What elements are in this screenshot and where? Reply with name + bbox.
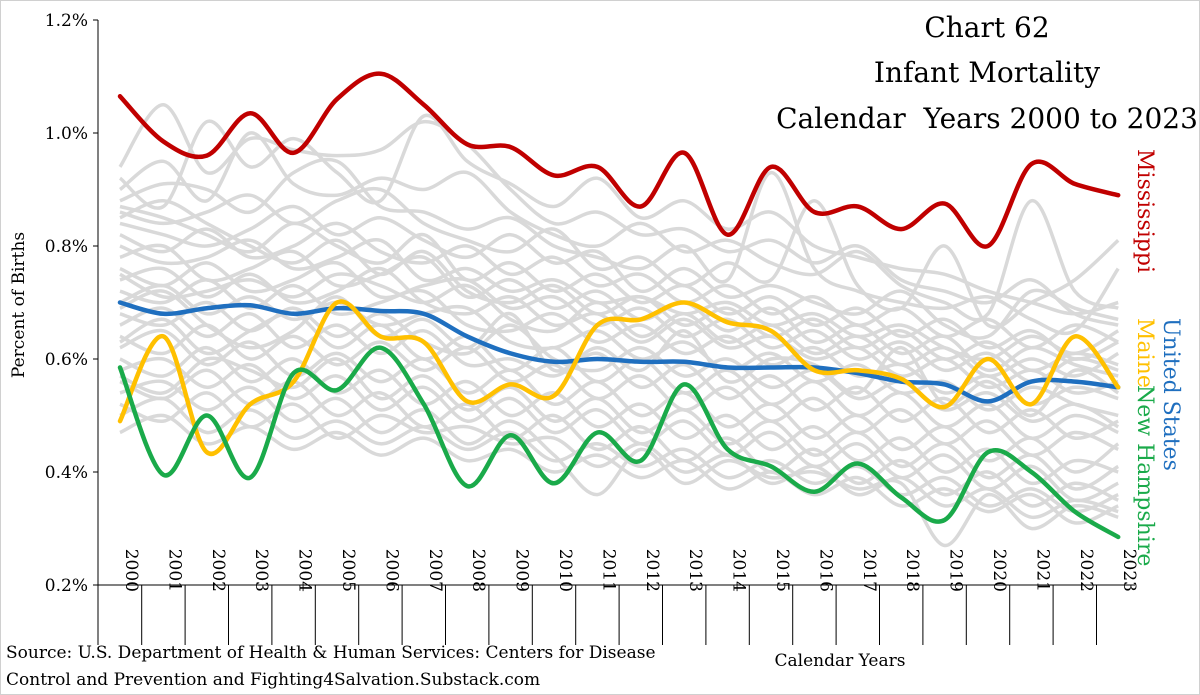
background-series-line-9 <box>119 243 1119 378</box>
background-series-line-26 <box>119 199 1119 373</box>
series-label-new-hampshire: New Hampshire <box>1132 385 1157 566</box>
x-tick-label: 2016 <box>815 549 835 592</box>
y-tick-label: 0.2% <box>45 576 88 596</box>
series-line-maine <box>117 299 1121 457</box>
x-tick-label: 2013 <box>685 549 705 592</box>
y-tick-label: 0.6% <box>45 350 88 370</box>
x-tick-label: 2002 <box>208 549 228 592</box>
x-tick-label: 2019 <box>946 549 966 592</box>
background-series-line-12 <box>119 278 1119 406</box>
x-axis-title: Calendar Years <box>775 651 906 671</box>
background-series-line-25 <box>119 204 1119 361</box>
x-tick-label: 2012 <box>642 549 662 592</box>
background-series-line-23 <box>119 396 1119 514</box>
highlighted-series-group <box>117 71 1121 540</box>
series-label-mississippi: Mississippi <box>1132 149 1157 273</box>
series-line-united-states <box>117 300 1121 404</box>
y-tick-label: 0.4% <box>45 463 88 483</box>
chart-title-line-3: Calendar Years 2000 to 2023 <box>776 102 1198 135</box>
x-tick-label: 2003 <box>251 549 271 592</box>
x-tick-label: 2018 <box>902 549 922 592</box>
x-tick-label: 2008 <box>468 549 488 592</box>
background-series-line-1 <box>118 102 1119 327</box>
series-label-united-states: United States <box>1158 318 1183 471</box>
x-tick-label: 2017 <box>859 549 879 592</box>
background-series-line-2 <box>118 113 1119 316</box>
x-tick-label: 2014 <box>729 549 749 592</box>
background-series-line-24 <box>119 413 1119 525</box>
x-tick-label: 2000 <box>121 549 141 592</box>
y-axis-title: Percent of Births <box>9 232 29 378</box>
series-label-maine: Maine <box>1132 318 1157 388</box>
y-tick-label: 0.8% <box>45 237 88 257</box>
x-tick-label: 2006 <box>381 549 401 592</box>
source-line-1: Source: U.S. Department of Health & Huma… <box>6 643 656 663</box>
background-series-line-6 <box>119 204 1119 340</box>
x-tick-label: 2021 <box>1032 549 1052 592</box>
x-tick-label: 2004 <box>295 549 315 592</box>
y-tick-label: 1.0% <box>45 124 88 144</box>
chart-title-line-1: Chart 62 <box>924 11 1049 44</box>
x-tick-label: 2010 <box>555 549 575 592</box>
x-tick-label: 2020 <box>989 549 1009 592</box>
x-tick-label: 2007 <box>425 549 445 592</box>
source-line-2: Control and Prevention and Fighting4Salv… <box>6 670 540 690</box>
series-line-mississippi <box>117 71 1121 249</box>
x-tick-label: 2011 <box>598 549 618 592</box>
background-series-line-19 <box>119 356 1119 503</box>
x-tick-label: 2009 <box>512 549 532 592</box>
y-tick-label: 1.2% <box>45 11 88 31</box>
x-tick-label: 2022 <box>1076 549 1096 592</box>
background-series-line-21 <box>119 379 1119 548</box>
chart-title-line-2: Infant Mortality <box>874 56 1100 89</box>
x-tick-label: 2023 <box>1119 549 1139 592</box>
y-tick-group: 0.2% 0.4% 0.6% 0.8% 1.0% 1.2% <box>45 11 98 596</box>
x-tick-group: 2000 2001 2002 2003 2004 2005 2006 2007 2008 2009… <box>97 549 1139 645</box>
background-series-line-3 <box>118 131 1119 322</box>
background-series-line-13 <box>119 283 1119 418</box>
x-tick-label: 2005 <box>338 549 358 592</box>
x-tick-label: 2015 <box>772 549 792 592</box>
x-tick-label: 2001 <box>164 549 184 592</box>
series-line-new-hampshire <box>117 345 1121 540</box>
background-series-line-4 <box>119 157 1120 336</box>
